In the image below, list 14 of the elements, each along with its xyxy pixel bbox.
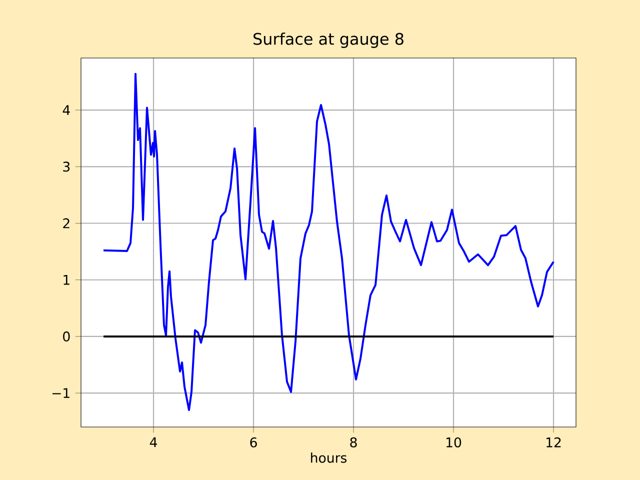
x-axis-title: hours <box>311 452 347 463</box>
y-tick-label: 3 <box>63 162 70 172</box>
line-series <box>102 72 555 412</box>
x-tick-label: 8 <box>350 437 357 448</box>
x-tick-label: 10 <box>446 437 462 448</box>
y-tick-label: 2 <box>63 218 70 228</box>
x-tick-label: 6 <box>250 437 257 448</box>
chart-title: Surface at gauge 8 <box>254 32 404 48</box>
y-tick-label: 0 <box>63 331 70 342</box>
y-tick-label: 1 <box>64 275 70 285</box>
x-tick-label: 4 <box>150 437 157 448</box>
y-tick-label: −1 <box>52 388 70 398</box>
y-tick-label: 4 <box>62 105 70 115</box>
x-tick-label: 12 <box>546 437 561 448</box>
